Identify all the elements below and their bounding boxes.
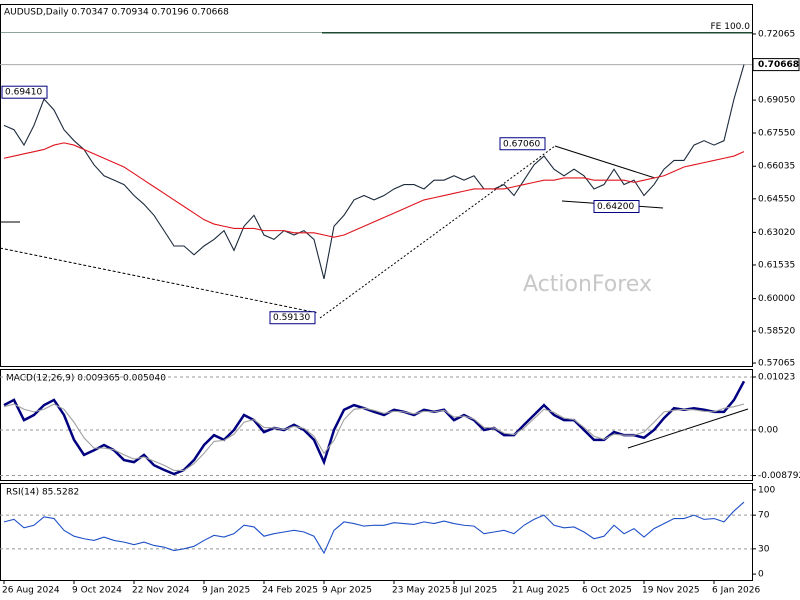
y-tick-label: 30 <box>758 544 770 554</box>
y-tick-label: 0.63020 <box>758 228 795 238</box>
y-tick-label: 0.01023 <box>758 372 795 382</box>
chart-title: AUDUSD,Daily 0.70347 0.70934 0.70196 0.7… <box>4 8 229 18</box>
x-tick-label: 26 Aug 2024 <box>2 586 60 596</box>
current-price-box <box>752 58 800 72</box>
watermark: ActionForex <box>523 272 652 297</box>
y-tick-label: 0.66035 <box>758 162 795 172</box>
x-tick-label: 22 Nov 2024 <box>132 586 190 596</box>
current-price-label: 0.70668 <box>758 60 799 70</box>
series-line <box>3 403 745 471</box>
y-tick-label: 0.60000 <box>758 294 795 304</box>
series-line <box>3 64 745 280</box>
series-line <box>3 501 745 555</box>
series-line <box>3 380 746 476</box>
annotation-label: 0.67060 <box>503 139 540 149</box>
y-tick-label: 70 <box>758 511 770 521</box>
x-tick-label: 9 Apr 2025 <box>322 586 372 596</box>
y-tick-label: 0.57065 <box>758 359 795 369</box>
x-tick-label: 6 Oct 2025 <box>582 586 632 596</box>
annotation-label: 0.69410 <box>5 88 42 98</box>
annotation-label: 0.64200 <box>597 202 634 212</box>
y-tick-label: 0.61535 <box>758 260 795 270</box>
rsi-title: RSI(14) 85.5282 <box>6 488 79 498</box>
x-tick-label: 9 Oct 2024 <box>72 586 122 596</box>
x-tick-label: 24 Feb 2025 <box>262 586 318 596</box>
annotation-box <box>499 137 546 151</box>
y-tick-label: 0.72065 <box>758 29 795 39</box>
x-tick-label: 6 Jan 2026 <box>712 586 760 596</box>
trend-line <box>554 145 656 179</box>
x-tick-label: 23 May 2025 <box>392 586 451 596</box>
y-tick-label: 0.64550 <box>758 194 795 204</box>
annotation-box <box>269 311 316 325</box>
trend-line <box>319 145 556 319</box>
x-tick-label: 19 Nov 2025 <box>642 586 700 596</box>
y-tick-label: 0.00 <box>758 426 778 436</box>
y-tick-label: 0.67550 <box>758 129 795 139</box>
annotation-label: 0.59130 <box>273 313 310 323</box>
y-tick-label: 0.58520 <box>758 327 795 337</box>
trend-line <box>0 247 319 314</box>
macd-title: MACD(12,26,9) 0.009365 0.005040 <box>6 374 166 384</box>
price-panel <box>0 4 753 367</box>
x-tick-label: 21 Aug 2025 <box>512 586 570 596</box>
y-tick-label: 0.69050 <box>758 96 795 106</box>
macd-panel <box>0 369 753 481</box>
annotation-box <box>1 85 48 99</box>
y-tick-label: 0 <box>758 570 764 580</box>
fe-label: FE 100.0 <box>711 22 751 32</box>
rsi-panel <box>0 483 753 581</box>
macd-trend-line <box>627 408 749 449</box>
y-tick-label: 100 <box>758 485 775 495</box>
x-tick-label: 9 Jan 2025 <box>202 586 250 596</box>
annotation-box <box>593 200 640 214</box>
series-line <box>3 142 745 238</box>
y-tick-label: -0.008792 <box>758 471 800 481</box>
x-tick-label: 8 Jul 2025 <box>452 586 497 596</box>
